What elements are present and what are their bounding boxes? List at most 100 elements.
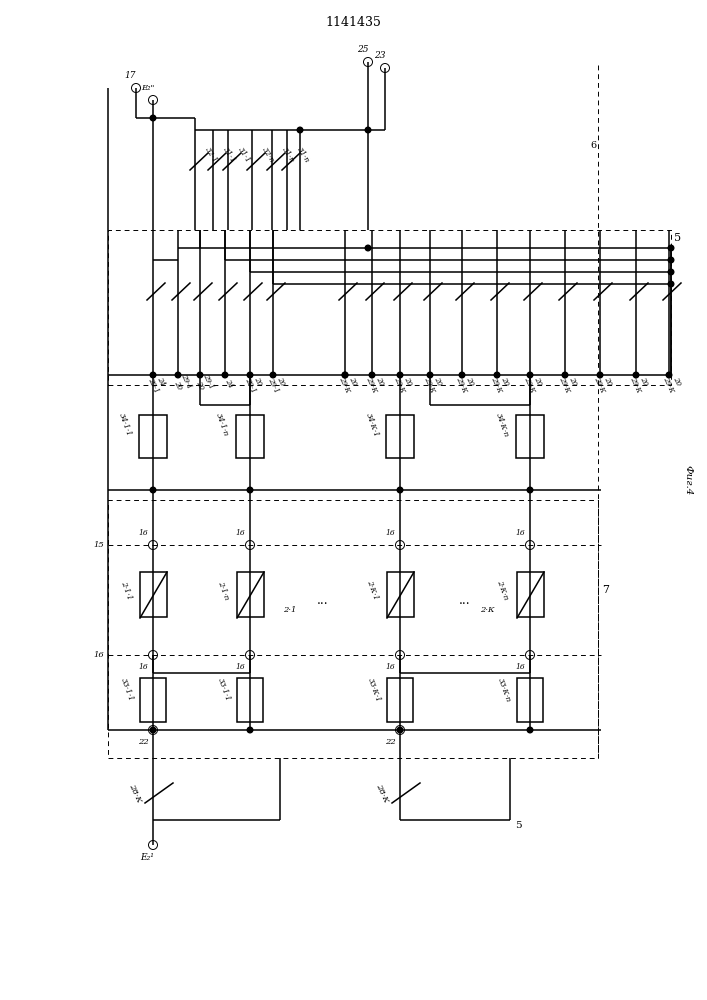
Text: 20
29·К: 20 29·К bbox=[490, 372, 513, 394]
Circle shape bbox=[297, 127, 303, 133]
Text: 16: 16 bbox=[515, 529, 525, 537]
Circle shape bbox=[668, 281, 674, 287]
Circle shape bbox=[148, 540, 158, 550]
Text: 2·К·1: 2·К·1 bbox=[366, 579, 380, 601]
Text: 20
29·1: 20 29·1 bbox=[266, 372, 288, 394]
Text: 16: 16 bbox=[235, 529, 245, 537]
Text: 32·1: 32·1 bbox=[203, 146, 219, 164]
Circle shape bbox=[132, 84, 141, 93]
Bar bbox=[237, 678, 263, 722]
Text: 24
29·1: 24 29·1 bbox=[146, 372, 168, 394]
Text: ...: ... bbox=[317, 593, 329, 606]
Circle shape bbox=[247, 372, 253, 378]
Circle shape bbox=[366, 245, 370, 251]
Bar bbox=[237, 572, 264, 617]
Text: 28·К: 28·К bbox=[374, 782, 390, 804]
Text: 34·К·п: 34·К·п bbox=[494, 412, 510, 438]
Text: 16: 16 bbox=[235, 663, 245, 671]
Text: 31·1: 31·1 bbox=[236, 146, 252, 164]
Circle shape bbox=[527, 487, 533, 493]
Text: 20
29·К: 20 29·К bbox=[662, 372, 684, 394]
Circle shape bbox=[245, 650, 255, 660]
Circle shape bbox=[494, 372, 500, 378]
Text: 20
29·К: 20 29·К bbox=[592, 372, 615, 394]
Circle shape bbox=[150, 727, 156, 733]
Circle shape bbox=[148, 650, 158, 660]
Text: 20
29·К: 20 29·К bbox=[558, 372, 580, 394]
Circle shape bbox=[247, 727, 253, 733]
Text: 16: 16 bbox=[385, 529, 395, 537]
Text: 33·1·1: 33·1·1 bbox=[119, 677, 135, 703]
Text: 20
29·К: 20 29·К bbox=[338, 372, 361, 394]
Bar bbox=[140, 678, 166, 722]
Bar bbox=[386, 415, 414, 458]
Circle shape bbox=[562, 372, 568, 378]
Text: 32·п: 32·п bbox=[260, 146, 276, 164]
Text: 16: 16 bbox=[138, 529, 148, 537]
Text: 5: 5 bbox=[674, 233, 681, 243]
Text: 34·1·1: 34·1·1 bbox=[117, 412, 133, 438]
Circle shape bbox=[270, 372, 276, 378]
Circle shape bbox=[197, 372, 203, 378]
Text: 22: 22 bbox=[138, 738, 148, 746]
Circle shape bbox=[525, 650, 534, 660]
Circle shape bbox=[245, 540, 255, 550]
Text: 20
29·К: 20 29·К bbox=[455, 372, 477, 394]
Circle shape bbox=[397, 372, 403, 378]
Circle shape bbox=[460, 372, 464, 378]
Circle shape bbox=[150, 487, 156, 493]
Text: 20
29·К: 20 29·К bbox=[423, 372, 445, 394]
Text: 34·К·1: 34·К·1 bbox=[364, 412, 380, 438]
Circle shape bbox=[366, 127, 370, 133]
Bar bbox=[387, 572, 414, 617]
Circle shape bbox=[527, 372, 533, 378]
Text: 20
29·К: 20 29·К bbox=[522, 372, 545, 394]
Bar bbox=[387, 678, 413, 722]
Circle shape bbox=[395, 540, 404, 550]
Circle shape bbox=[148, 840, 158, 850]
Text: 17: 17 bbox=[124, 72, 136, 81]
Circle shape bbox=[247, 487, 253, 493]
Text: 28·К: 28·К bbox=[127, 782, 143, 804]
Circle shape bbox=[395, 650, 404, 660]
Bar bbox=[516, 415, 544, 458]
Text: 16: 16 bbox=[385, 663, 395, 671]
Text: 20
29·К: 20 29·К bbox=[629, 372, 651, 394]
Text: 31·1: 31·1 bbox=[221, 146, 237, 164]
Text: 20
29·1: 20 29·1 bbox=[243, 372, 265, 394]
Text: 33·К·п: 33·К·п bbox=[496, 677, 512, 703]
Text: 5: 5 bbox=[515, 820, 522, 830]
Text: 2·1·п: 2·1·п bbox=[216, 580, 230, 600]
Text: 29·1
20: 29·1 20 bbox=[193, 372, 215, 394]
Circle shape bbox=[397, 727, 403, 733]
Text: 33·К·1: 33·К·1 bbox=[366, 677, 382, 703]
Circle shape bbox=[395, 726, 404, 734]
Circle shape bbox=[397, 487, 403, 493]
Text: E₂": E₂" bbox=[141, 84, 155, 92]
Circle shape bbox=[342, 372, 348, 378]
Circle shape bbox=[597, 372, 603, 378]
Text: 7: 7 bbox=[602, 585, 609, 595]
Circle shape bbox=[527, 727, 533, 733]
Circle shape bbox=[369, 372, 375, 378]
Text: 2·К·п: 2·К·п bbox=[496, 579, 510, 601]
Text: Фиг.4: Фиг.4 bbox=[684, 465, 692, 495]
Bar bbox=[140, 572, 167, 617]
Text: 16: 16 bbox=[515, 663, 525, 671]
Circle shape bbox=[668, 269, 674, 275]
Text: 31·п: 31·п bbox=[295, 146, 311, 164]
Circle shape bbox=[380, 64, 390, 73]
Circle shape bbox=[342, 372, 348, 378]
Text: 2·К: 2·К bbox=[480, 606, 494, 614]
Bar bbox=[517, 678, 543, 722]
Text: 33·1·1: 33·1·1 bbox=[216, 677, 232, 703]
Bar bbox=[139, 415, 167, 458]
Circle shape bbox=[222, 372, 228, 378]
Text: ...: ... bbox=[459, 593, 471, 606]
Text: 23: 23 bbox=[374, 51, 386, 60]
Text: 1141435: 1141435 bbox=[325, 15, 381, 28]
Circle shape bbox=[363, 57, 373, 66]
Text: 16: 16 bbox=[138, 663, 148, 671]
Text: 6: 6 bbox=[590, 140, 596, 149]
Text: 20
29·К: 20 29·К bbox=[392, 372, 415, 394]
